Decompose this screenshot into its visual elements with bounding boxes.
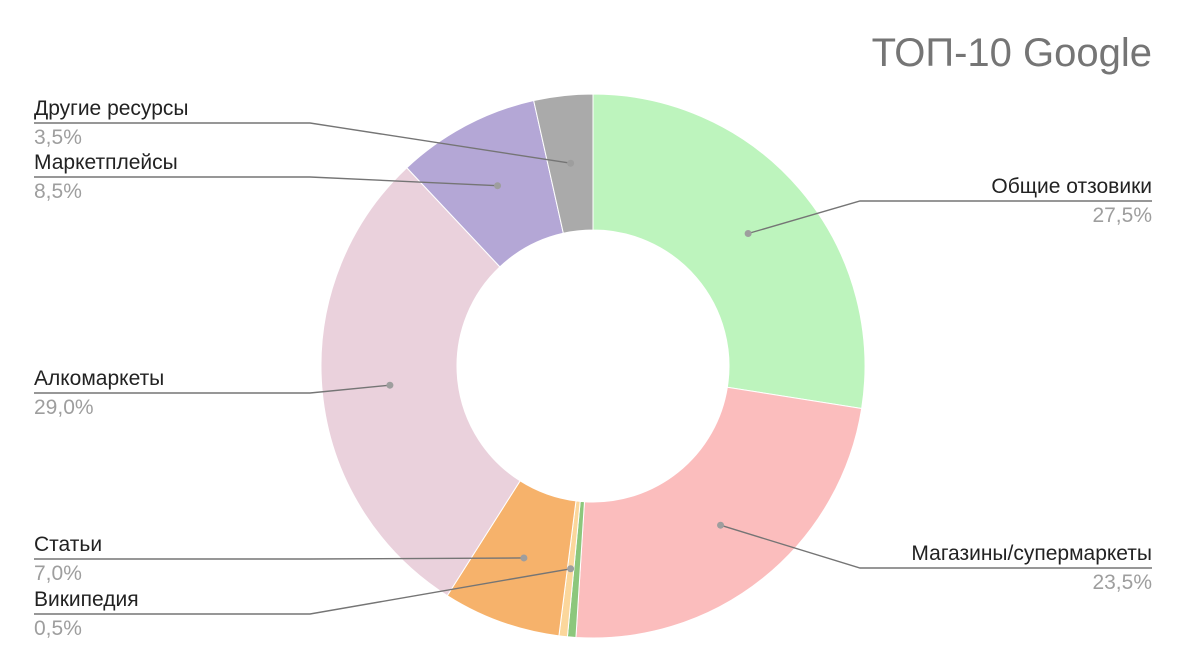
leader-line [34, 384, 390, 394]
donut-slices [320, 93, 866, 639]
leader-line [34, 176, 498, 187]
donut-slice [320, 167, 521, 597]
slice-label-value: 27,5% [1092, 204, 1152, 227]
slice-label-name: Общие отзовики [991, 175, 1152, 198]
leader-line [34, 122, 571, 164]
slice-label-value: 8,5% [34, 180, 82, 203]
donut-slice [533, 93, 594, 234]
leader-line [720, 524, 1152, 569]
donut-slice [592, 93, 866, 410]
slice-label-value: 3,5% [34, 126, 82, 149]
leader-line [747, 200, 1152, 235]
leader-dot [717, 521, 725, 529]
slice-label-value: 0,5% [34, 617, 82, 640]
leader-dot [744, 230, 752, 238]
leader-dot [520, 554, 528, 562]
chart-title: ТОП-10 Google [872, 31, 1152, 75]
slice-label-name: Маркетплейсы [34, 151, 178, 174]
slice-label-value: 7,0% [34, 562, 82, 585]
slice-labels: Общие отзовики 27,5% Магазины/супермаркеты… [34, 97, 1152, 640]
leader-dot [567, 565, 575, 573]
leader-dot [494, 182, 502, 190]
leader-line [34, 568, 571, 615]
donut-slice [575, 386, 863, 639]
slice-label-name: Статьи [34, 533, 102, 556]
slice-label-name: Алкомаркеты [34, 367, 164, 390]
leader-line [34, 557, 524, 560]
slice-label-name: Другие ресурсы [34, 97, 188, 120]
slice-label-value: 23,5% [1092, 571, 1152, 594]
leader-dot [386, 381, 394, 389]
slice-label-value: 29,0% [34, 396, 94, 419]
leader-dot [567, 159, 575, 167]
slice-label-name: Википедия [34, 588, 139, 611]
slice-label-name: Магазины/супермаркеты [911, 542, 1152, 565]
